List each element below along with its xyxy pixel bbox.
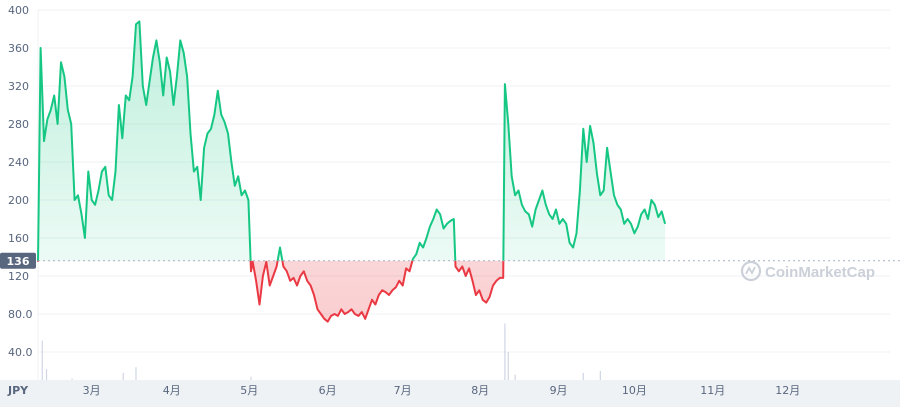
x-tick-label: 4月 (163, 384, 181, 397)
price-area (38, 21, 666, 322)
watermark-text: CoinMarketCap (765, 264, 875, 281)
volume-bar (45, 369, 48, 380)
y-tick-label: 160 (8, 232, 29, 245)
volume-bar (504, 323, 506, 380)
y-tick-label: 400 (8, 4, 29, 17)
area-below-reference (38, 260, 666, 322)
y-tick-label: 120 (8, 270, 29, 283)
volume-bars (41, 323, 601, 380)
y-tick-label: 200 (8, 194, 29, 207)
volume-bar (582, 372, 584, 380)
volume-bar (514, 374, 516, 380)
y-tick-label: 280 (8, 118, 29, 131)
volume-bar (135, 367, 137, 380)
coinmarketcap-logo-icon (740, 260, 762, 282)
x-tick-label: 10月 (622, 384, 647, 397)
currency-label: JPY (7, 384, 29, 397)
x-tick-label: 11月 (700, 384, 725, 397)
y-tick-label: 360 (8, 42, 29, 55)
y-tick-label: 80.0 (8, 308, 33, 321)
x-tick-label: 5月 (240, 384, 258, 397)
x-tick-label: 7月 (394, 384, 412, 397)
volume-bar (599, 371, 601, 380)
reference-tag (0, 252, 36, 269)
x-tick-label: 3月 (83, 384, 101, 397)
line-above-reference (37, 20, 667, 261)
y-axis: 400 360 320 280 240 200 160 120 80.0 40.0 (8, 4, 33, 359)
y-tick-label: 240 (8, 156, 29, 169)
x-axis: 3月 4月 5月 6月 7月 8月 9月 10月 11月 12月 (83, 384, 801, 397)
reference-line-group: 136 (0, 252, 900, 269)
price-line (37, 20, 667, 323)
x-axis-band (0, 380, 900, 407)
volume-bar (41, 340, 43, 380)
x-tick-label: 9月 (550, 384, 568, 397)
x-tick-label: 8月 (471, 384, 489, 397)
reference-value: 136 (7, 255, 30, 268)
y-tick-label: 320 (8, 80, 29, 93)
line-below-reference (37, 260, 505, 323)
y-tick-label: 40.0 (8, 346, 33, 359)
x-tick-label: 12月 (775, 384, 800, 397)
volume-bar (507, 352, 509, 380)
volume-bar (250, 376, 252, 380)
watermark: CoinMarketCap (740, 260, 875, 282)
volume-bar (71, 378, 73, 380)
area-above-reference (38, 21, 666, 261)
x-tick-label: 6月 (319, 384, 337, 397)
volume-bar (122, 372, 124, 380)
